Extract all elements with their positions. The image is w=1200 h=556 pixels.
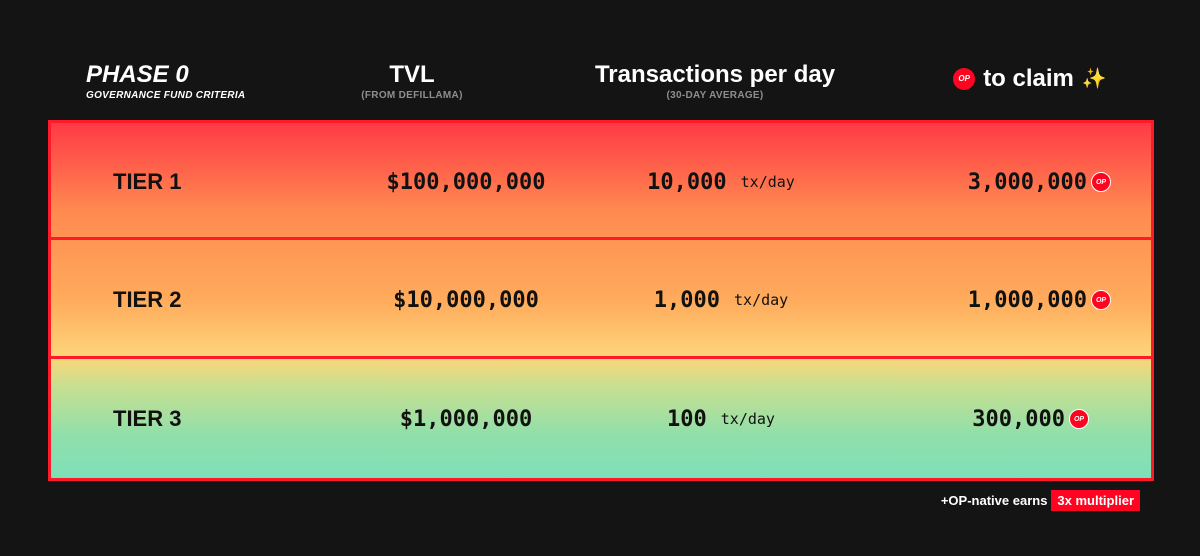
tier-tx-value: 100	[667, 406, 707, 432]
tier-claim: 1,000,000 OP	[911, 241, 1111, 359]
tier-tx-value: 10,000	[647, 169, 727, 195]
tier-claim-value: 3,000,000	[967, 169, 1087, 195]
tvl-header: TVL (FROM DEFILLAMA)	[312, 60, 512, 101]
table-row: TIER 3 $1,000,000 100 tx/day 300,000 OP	[51, 360, 1151, 478]
tier-claim: 3,000,000 OP	[911, 123, 1111, 241]
tier-name: TIER 2	[113, 287, 182, 312]
op-token-icon: OP	[1091, 290, 1111, 310]
tx-title: Transactions per day	[594, 61, 836, 88]
phase-header: PHASE 0 GOVERNANCE FUND CRITERIA	[86, 60, 245, 101]
table-row: TIER 2 $10,000,000 1,000 tx/day 1,000,00…	[51, 241, 1151, 359]
tier-claim: 300,000 OP	[911, 360, 1089, 478]
tvl-title: TVL	[389, 61, 435, 88]
tier-table: TIER 1 $100,000,000 10,000 tx/day 3,000,…	[48, 120, 1154, 481]
tier-tx: 10,000 tx/day	[571, 123, 871, 241]
tx-header: Transactions per day (30-DAY AVERAGE)	[575, 60, 855, 101]
op-token-icon: OP	[1069, 409, 1089, 429]
tier-tvl: $1,000,000	[399, 406, 533, 432]
sparkle-icon: ✨	[1081, 68, 1107, 90]
tier-tx: 100 tx/day	[571, 360, 871, 478]
op-token-icon: OP	[953, 68, 976, 90]
op-token-icon: OP	[1091, 172, 1111, 192]
tier-tvl: $10,000,000	[393, 287, 539, 313]
tier-claim-value: 1,000,000	[967, 287, 1087, 313]
multiplier-badge: 3x multiplier	[1051, 490, 1140, 511]
claim-header: OP to claim ✨	[930, 64, 1130, 94]
tier-tx-value: 1,000	[653, 287, 721, 313]
tier-name: TIER 3	[113, 406, 182, 431]
tx-subtitle: (30-DAY AVERAGE)	[666, 90, 764, 101]
tier-tx-unit: tx/day	[720, 410, 775, 428]
tier-name: TIER 1	[113, 169, 182, 194]
tier-tvl: $100,000,000	[386, 169, 546, 195]
table-row: TIER 1 $100,000,000 10,000 tx/day 3,000,…	[51, 123, 1151, 241]
phase-subtitle: GOVERNANCE FUND CRITERIA	[86, 90, 246, 101]
tier-tx-unit: tx/day	[734, 291, 789, 309]
tvl-subtitle: (FROM DEFILLAMA)	[361, 90, 463, 101]
row-divider	[51, 356, 1151, 359]
tier-tx-unit: tx/day	[740, 173, 795, 191]
phase-title: PHASE 0	[86, 61, 189, 88]
tier-claim-value: 300,000	[972, 406, 1065, 432]
footer-note: +OP-native earns 3x multiplier	[941, 490, 1140, 511]
row-divider	[51, 237, 1151, 240]
footer-note-text: +OP-native earns	[940, 493, 1048, 508]
tier-tx: 1,000 tx/day	[571, 241, 871, 359]
claim-title: to claim	[983, 65, 1074, 92]
